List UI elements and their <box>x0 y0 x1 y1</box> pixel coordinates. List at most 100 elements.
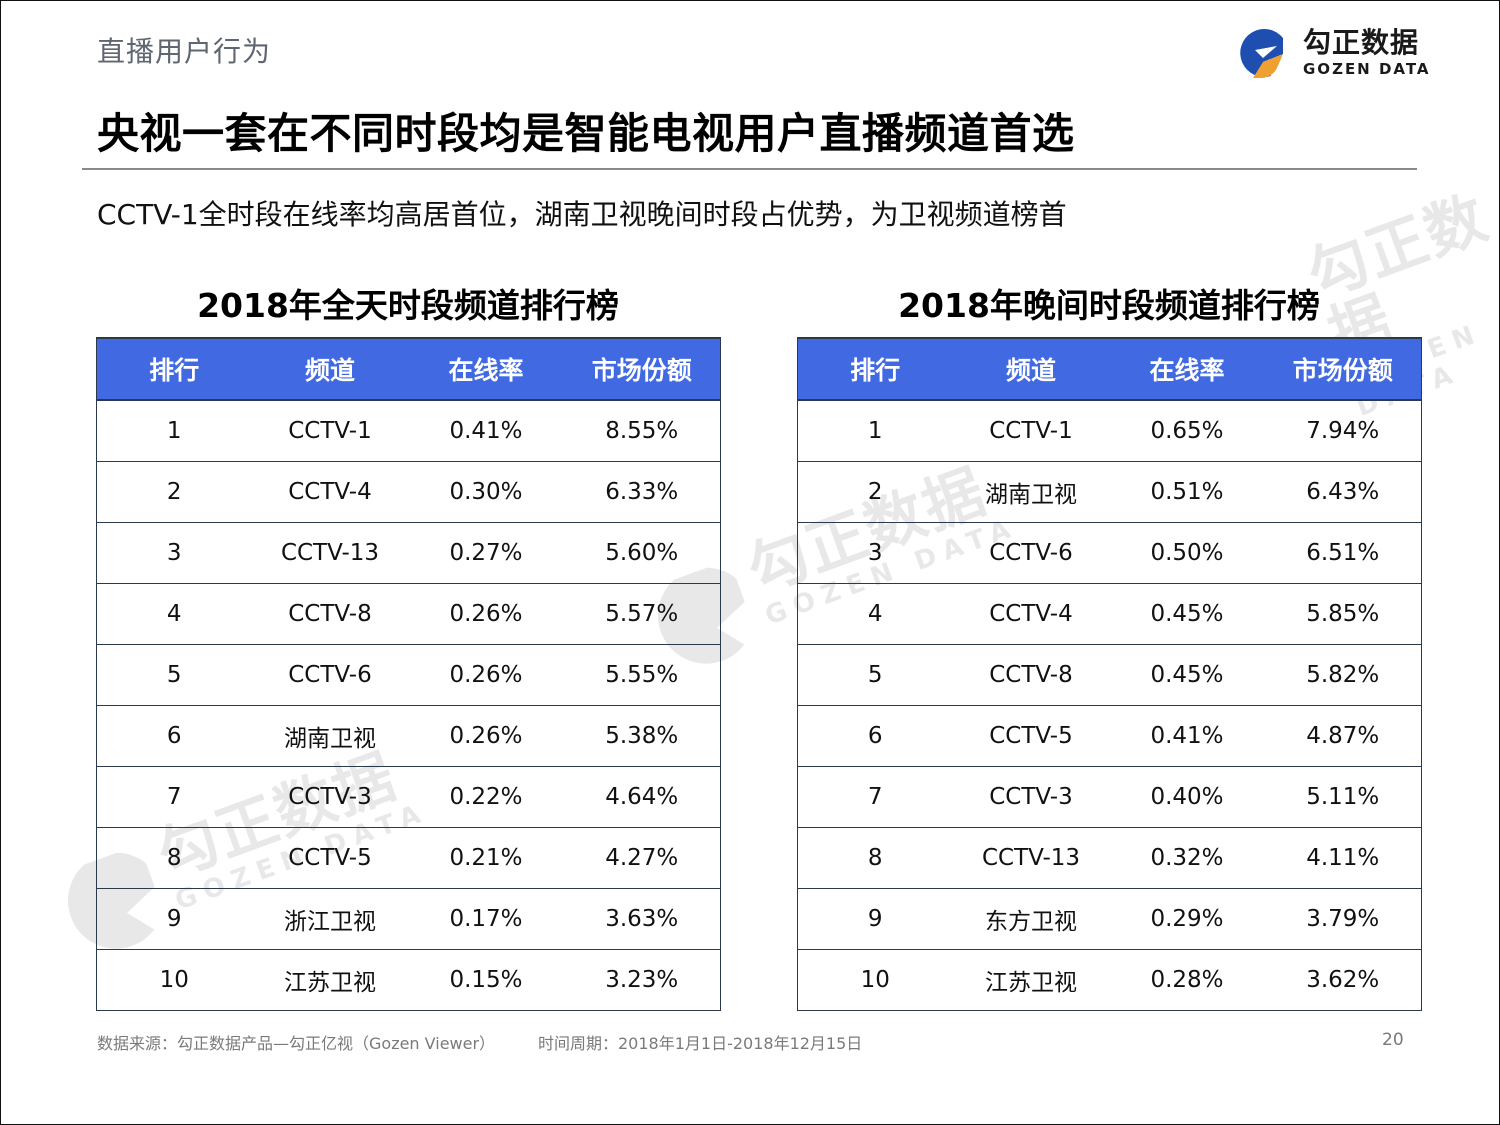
table-title: 2018年晚间时段频道排行榜 <box>898 286 1320 325</box>
table-row: 2 湖南卫视 0.51% 6.43% <box>797 461 1422 523</box>
channel-cell: CCTV-13 <box>251 522 409 584</box>
table-row: 5 CCTV-8 0.45% 5.82% <box>797 644 1422 706</box>
brand-logo: 勾正数据 GOZEN DATA <box>1233 28 1433 80</box>
market-share-cell: 5.82% <box>1264 644 1422 706</box>
channel-cell: 江苏卫视 <box>251 949 409 1011</box>
table-row: 6 CCTV-5 0.41% 4.87% <box>797 705 1422 767</box>
rank-cell: 7 <box>797 766 953 828</box>
evening-ranking: 2018年晚间时段频道排行榜 排行 频道 在线率 市场份额 1 CCTV-1 0.6… <box>797 283 1422 1011</box>
market-share-cell: 7.94% <box>1264 400 1422 462</box>
rank-cell: 7 <box>96 766 252 828</box>
gozen-logo-icon <box>1240 28 1283 78</box>
table-row: 7 CCTV-3 0.22% 4.64% <box>96 766 721 828</box>
logo-text-en: GOZEN DATA <box>1303 60 1431 78</box>
channel-cell: CCTV-1 <box>952 400 1110 462</box>
footer-source: 数据来源：勾正数据产品—勾正亿视（Gozen Viewer） <box>97 1034 496 1053</box>
table-row: 10 江苏卫视 0.28% 3.62% <box>797 949 1422 1011</box>
table-row: 8 CCTV-13 0.32% 4.11% <box>797 827 1422 889</box>
rank-cell: 5 <box>96 644 252 706</box>
market-share-cell: 5.57% <box>563 583 721 645</box>
table-row: 10 江苏卫视 0.15% 3.23% <box>96 949 721 1011</box>
table-row: 7 CCTV-3 0.40% 5.11% <box>797 766 1422 828</box>
channel-cell: CCTV-3 <box>251 766 409 828</box>
rank-cell: 1 <box>797 400 953 462</box>
online-rate-cell: 0.21% <box>408 827 564 889</box>
online-rate-cell: 0.41% <box>408 400 564 462</box>
table-row: 4 CCTV-4 0.45% 5.85% <box>797 583 1422 645</box>
market-share-cell: 5.85% <box>1264 583 1422 645</box>
channel-cell: CCTV-4 <box>952 583 1110 645</box>
all-day-ranking: 2018年全天时段频道排行榜 排行 频道 在线率 市场份额 1 CCTV-1 0.4… <box>96 283 721 1011</box>
title-divider <box>82 168 1417 170</box>
channel-cell: CCTV-8 <box>952 644 1110 706</box>
online-rate-cell: 0.65% <box>1109 400 1265 462</box>
online-rate-cell: 0.40% <box>1109 766 1265 828</box>
ranking-table: 排行 频道 在线率 市场份额 1 CCTV-1 0.65% 7.94% 2 湖南卫视 0.… <box>797 337 1422 1011</box>
market-share-cell: 4.87% <box>1264 705 1422 767</box>
table-row: 8 CCTV-5 0.21% 4.27% <box>96 827 721 889</box>
channel-cell: CCTV-1 <box>251 400 409 462</box>
table-row: 9 东方卫视 0.29% 3.79% <box>797 888 1422 950</box>
market-share-cell: 3.23% <box>563 949 721 1011</box>
rank-cell: 2 <box>96 461 252 523</box>
column-header-market-share: 市场份额 <box>563 337 721 401</box>
footer-period: 时间周期：2018年1月1日-2018年12月15日 <box>538 1034 863 1053</box>
table-row: 9 浙江卫视 0.17% 3.63% <box>96 888 721 950</box>
market-share-cell: 6.33% <box>563 461 721 523</box>
online-rate-cell: 0.30% <box>408 461 564 523</box>
market-share-cell: 3.62% <box>1264 949 1422 1011</box>
online-rate-cell: 0.45% <box>1109 644 1265 706</box>
rank-cell: 10 <box>797 949 953 1011</box>
online-rate-cell: 0.29% <box>1109 888 1265 950</box>
market-share-cell: 6.51% <box>1264 522 1422 584</box>
table-header-row: 排行 频道 在线率 市场份额 <box>96 337 721 401</box>
rank-cell: 6 <box>797 705 953 767</box>
rank-cell: 1 <box>96 400 252 462</box>
online-rate-cell: 0.45% <box>1109 583 1265 645</box>
online-rate-cell: 0.26% <box>408 644 564 706</box>
channel-cell: 湖南卫视 <box>952 461 1110 523</box>
channel-cell: 浙江卫视 <box>251 888 409 950</box>
column-header-rank: 排行 <box>797 337 953 401</box>
rank-cell: 9 <box>96 888 252 950</box>
market-share-cell: 6.43% <box>1264 461 1422 523</box>
online-rate-cell: 0.28% <box>1109 949 1265 1011</box>
table-row: 3 CCTV-6 0.50% 6.51% <box>797 522 1422 584</box>
table-row: 5 CCTV-6 0.26% 5.55% <box>96 644 721 706</box>
subtitle: CCTV-1全时段在线率均高居首位，湖南卫视晚间时段占优势，为卫视频道榜首 <box>97 198 1067 231</box>
online-rate-cell: 0.32% <box>1109 827 1265 889</box>
channel-cell: CCTV-8 <box>251 583 409 645</box>
column-header-channel: 频道 <box>251 337 409 401</box>
market-share-cell: 5.55% <box>563 644 721 706</box>
rank-cell: 3 <box>96 522 252 584</box>
column-header-market-share: 市场份额 <box>1264 337 1422 401</box>
table-row: 1 CCTV-1 0.41% 8.55% <box>96 400 721 462</box>
market-share-cell: 3.63% <box>563 888 721 950</box>
table-row: 3 CCTV-13 0.27% 5.60% <box>96 522 721 584</box>
table-row: 2 CCTV-4 0.30% 6.33% <box>96 461 721 523</box>
online-rate-cell: 0.27% <box>408 522 564 584</box>
channel-cell: CCTV-6 <box>251 644 409 706</box>
page-number: 20 <box>1382 1030 1404 1050</box>
ranking-table: 排行 频道 在线率 市场份额 1 CCTV-1 0.41% 8.55% 2 CCTV-4… <box>96 337 721 1011</box>
online-rate-cell: 0.15% <box>408 949 564 1011</box>
rank-cell: 4 <box>797 583 953 645</box>
column-header-rank: 排行 <box>96 337 252 401</box>
rank-cell: 8 <box>96 827 252 889</box>
market-share-cell: 4.27% <box>563 827 721 889</box>
rank-cell: 2 <box>797 461 953 523</box>
market-share-cell: 5.38% <box>563 705 721 767</box>
section-label: 直播用户行为 <box>97 35 272 68</box>
online-rate-cell: 0.41% <box>1109 705 1265 767</box>
online-rate-cell: 0.50% <box>1109 522 1265 584</box>
channel-cell: CCTV-6 <box>952 522 1110 584</box>
column-header-online-rate: 在线率 <box>1109 337 1265 401</box>
market-share-cell: 8.55% <box>563 400 721 462</box>
market-share-cell: 5.60% <box>563 522 721 584</box>
table-title: 2018年全天时段频道排行榜 <box>197 286 619 325</box>
table-row: 6 湖南卫视 0.26% 5.38% <box>96 705 721 767</box>
online-rate-cell: 0.22% <box>408 766 564 828</box>
online-rate-cell: 0.26% <box>408 705 564 767</box>
rank-cell: 10 <box>96 949 252 1011</box>
market-share-cell: 5.11% <box>1264 766 1422 828</box>
